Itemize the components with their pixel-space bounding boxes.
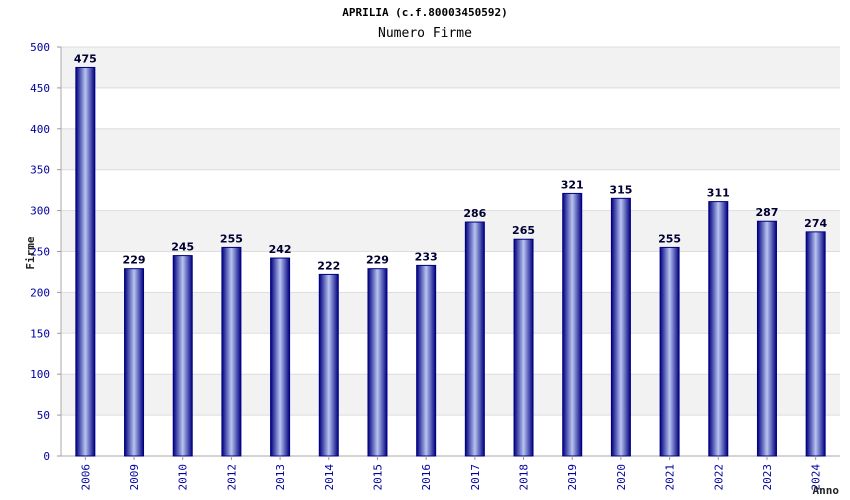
y-tick-label: 500 — [30, 41, 50, 54]
x-tick-label: 2013 — [274, 464, 287, 491]
data-labels: 475 229 245 255 242 222 229 233 286 265 321 315 255 3… — [74, 52, 828, 272]
bar — [416, 264, 437, 457]
bar — [270, 257, 291, 457]
data-label: 255 — [658, 232, 681, 245]
bar — [659, 246, 680, 457]
bars — [75, 66, 826, 457]
grid-bands — [61, 47, 840, 416]
y-tick-label: 50 — [37, 409, 50, 422]
x-tick-label: 2022 — [712, 464, 725, 491]
bar — [221, 246, 242, 457]
y-tick-label: 0 — [43, 450, 50, 463]
bar — [513, 238, 534, 457]
y-tick-label: 150 — [30, 327, 50, 340]
data-label: 321 — [561, 178, 584, 191]
data-label: 255 — [220, 232, 243, 245]
x-tick-label: 2015 — [371, 464, 384, 491]
bar — [318, 273, 339, 457]
grid-band — [61, 47, 840, 88]
y-axis-label: Firme — [24, 236, 37, 269]
x-tick-label: 2017 — [469, 464, 482, 491]
data-label: 286 — [463, 207, 486, 220]
data-label: 475 — [74, 52, 97, 65]
bar — [172, 255, 193, 457]
bar — [124, 268, 145, 457]
data-label: 233 — [415, 250, 438, 263]
y-tick-label: 350 — [30, 164, 50, 177]
bar — [708, 201, 729, 457]
y-tick-label: 400 — [30, 123, 50, 136]
x-tick-label: 2014 — [323, 464, 336, 491]
data-label: 245 — [171, 241, 194, 254]
x-axis-ticks: 2006 2009 2010 2012 2013 2014 2015 2016 2017 2018… — [79, 456, 823, 491]
x-tick-label: 2010 — [177, 464, 190, 491]
x-tick-label: 2018 — [518, 464, 531, 491]
x-tick-label: 2021 — [664, 464, 677, 491]
grid-band — [61, 128, 840, 170]
bar — [367, 268, 388, 457]
data-label: 265 — [512, 224, 535, 237]
bar — [75, 66, 96, 457]
bar — [756, 220, 777, 457]
x-tick-label: 2012 — [225, 464, 238, 491]
chart-subtitle: Numero Firme — [378, 26, 472, 41]
data-label: 315 — [609, 183, 632, 196]
y-tick-label: 300 — [30, 205, 50, 218]
bar — [805, 231, 826, 457]
x-axis-label: Anno — [813, 484, 840, 497]
x-tick-label: 2019 — [566, 464, 579, 491]
chart-title: APRILIA (c.f.80003450592) — [342, 6, 508, 19]
y-axis-ticks: 0 50 100 150 200 250 300 350 400 450 500 — [30, 41, 61, 463]
x-tick-label: 2006 — [79, 464, 92, 491]
x-tick-label: 2023 — [761, 464, 774, 491]
y-tick-label: 200 — [30, 286, 50, 299]
x-tick-label: 2009 — [128, 464, 141, 491]
bar — [610, 197, 631, 457]
data-label: 242 — [269, 243, 292, 256]
bar — [464, 221, 485, 457]
data-label: 222 — [317, 259, 340, 272]
y-tick-label: 450 — [30, 82, 50, 95]
data-label: 287 — [755, 206, 778, 219]
data-label: 311 — [707, 187, 730, 200]
data-label: 274 — [804, 217, 827, 230]
data-label: 229 — [366, 254, 389, 267]
x-tick-label: 2016 — [420, 464, 433, 491]
data-label: 229 — [123, 254, 146, 267]
y-tick-label: 250 — [30, 246, 50, 259]
y-tick-label: 100 — [30, 368, 50, 381]
bar — [562, 192, 583, 457]
x-tick-label: 2020 — [615, 464, 628, 491]
x-tick-label: 2024 — [810, 464, 823, 491]
